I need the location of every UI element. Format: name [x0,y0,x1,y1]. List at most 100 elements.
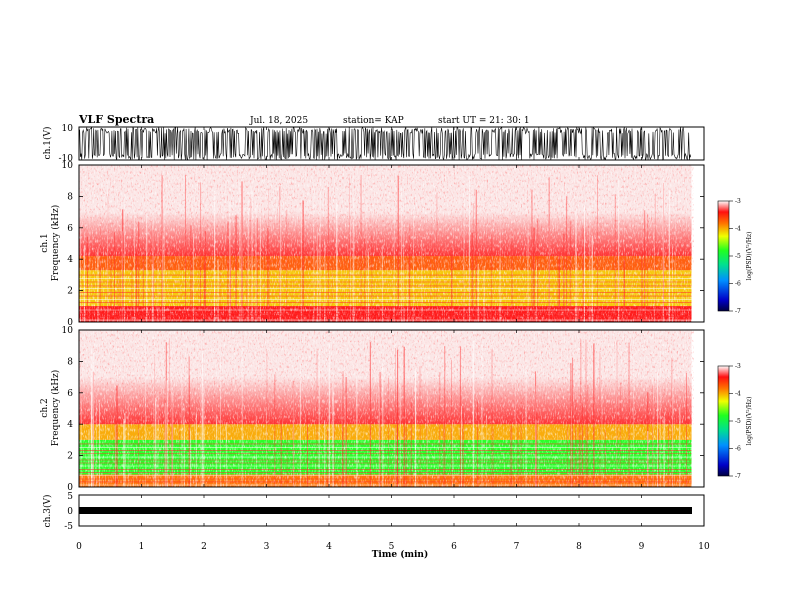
ch1-spectrogram-streak [413,207,414,322]
ch2-spectrogram-streak [652,370,654,487]
ch2-spectrogram-streak [342,371,344,487]
ch2-spectrogram-streak [115,424,116,487]
ch2-spectrogram-streak [399,377,401,487]
ch2-spectrogram-ytick-label: 10 [62,326,74,336]
ch2-spectrogram-streak [672,379,674,487]
ch1-spectrogram-streak [164,219,165,322]
ch1-spectrogram-streak [331,226,333,322]
ch1-ytick-top: 10 [62,124,74,134]
ch1-spectrogram-streak [368,251,369,322]
ch1-spectrogram-streak [575,211,577,322]
ch2-spectrogram-streak [578,422,580,487]
ch2-spectrogram-streak [316,351,318,487]
ch2-spectrogram-colorbar-tick-label: -4 [735,391,741,398]
ch1-spectrogram-streak [256,218,258,322]
ch2-spectrogram-streak [379,371,381,487]
ch2-spectrogram-streak [657,428,659,487]
ch1-spectrogram-streak [451,251,453,322]
ch1-spectrogram-streak [162,232,164,322]
ch1-spectrogram-streak [185,174,186,322]
ch2-spectrogram-streak [327,428,329,487]
ch1-spectrogram-streak [531,189,533,322]
ch1-spectrogram-streak [246,251,248,322]
xtick-label: 8 [576,542,582,552]
ch2-spectrogram-streak [599,352,601,487]
ch2-spectrogram-streak [472,340,475,487]
ch1-spectrogram-streak [118,230,120,322]
ch2-spectrogram-streak [356,379,358,487]
ch2-spectrogram-colorbar-tick-label: -6 [735,446,741,453]
ch1-spectrogram-streak [471,232,473,322]
ch1-spectrogram-streak [319,226,320,322]
ch1-spectrogram-streak [190,225,192,322]
ch1-spectrogram-streak [286,209,288,322]
ch1-spectrogram-streak [255,204,257,322]
ch1-spectrogram-streak [408,245,411,322]
ch1-spectrogram-streak [583,205,585,322]
ch2-spectrogram-streak [419,366,421,487]
ch2-spectrogram-streak [382,363,384,487]
ch2-spectrogram-streak [328,343,331,487]
ch3-waveform-trace [79,507,692,514]
ch2-spectrogram-streak [172,392,174,487]
ch1-spectrogram-streak [623,260,625,322]
ch1-spectrogram-streak [409,223,411,322]
ch2-spectrogram-streak [202,350,203,487]
ch1-spectrogram-streak [327,187,329,322]
ch2-spectrogram-streak [183,404,185,487]
ch2-spectrogram-streak [200,372,202,487]
ch1-spectrogram-streak [614,194,616,322]
ch2-spectrogram-streak [405,425,407,487]
ch2-spectrogram-streak [410,401,412,487]
ch2-spectrogram-streak [286,429,288,487]
ch1-spectrogram-streak [566,196,568,322]
ch2-spectrogram-streak [451,359,452,487]
ch2-spectrogram-streak [157,391,159,487]
ch1-spectrogram-streak [582,227,584,322]
ch1-spectrogram-streak [436,192,438,322]
ch1-spectrogram-streak [134,211,135,322]
ch2-spectrogram-streak [123,418,125,487]
ch2-spectrogram-streak [395,348,396,487]
ch2-spectrogram-streak [647,431,649,487]
ch1-spectrogram-streak [589,205,591,322]
ch3-ytick-middle: 0 [67,507,73,517]
ch2-spectrogram-streak [184,423,185,487]
ch2-spectrogram-streak [88,429,90,487]
ch2-spectrogram-streak [164,398,166,487]
ch2-spectrogram-streak [345,377,347,487]
ch1-spectrogram-streak [138,221,140,322]
ch1-spectrogram-streak [663,182,664,322]
xtick-label: 10 [698,542,710,552]
ch2-spectrogram-streak [593,343,595,487]
ch1-spectrogram-streak [83,245,85,322]
ch1-spectrogram-streak [150,225,152,322]
ch2-spectrogram-streak [274,374,276,487]
ch2-spectrogram-streak [179,423,180,487]
ch1-spectrogram-streak [219,265,221,322]
ch2-spectrogram-streak [451,422,454,487]
ch1-spectrogram-streak [483,266,485,322]
ch1-spectrogram-streak [279,186,281,322]
ch1-spectrogram-streak [400,186,403,322]
ch2-spectrogram-streak [405,418,407,487]
ch1-spectrogram-streak [107,179,109,322]
ch2-spectrogram-ytick-label: 0 [67,483,73,493]
xtick-label: 0 [76,542,82,552]
ch2-spectrogram-streak [647,392,649,487]
ch2-spectrogram-colorbar-tick-label: -7 [735,473,741,480]
ch1-spectrogram-colorbar-tick-label: -3 [735,198,741,205]
ch2-spectrogram-streak [686,373,687,487]
ch1-spectrogram-streak [477,263,479,322]
ch1-spectrogram-streak [499,181,501,322]
ch1-spectrogram-ytick-label: 6 [67,224,73,234]
start-time-label: start UT = 21: 30: 1 [438,116,530,126]
ch2-spectrogram-streak [395,425,397,487]
ch1-waveform-trace [78,126,692,161]
ch1-spectrogram-streak [548,223,550,322]
ch2-spectrogram-streak [517,410,519,487]
ch1-spectrogram-streak [577,263,579,322]
ch2-spectrogram-streak [280,417,282,487]
ch2-spectrogram-streak [652,385,653,487]
ch2-spectrogram-streak [307,410,308,487]
